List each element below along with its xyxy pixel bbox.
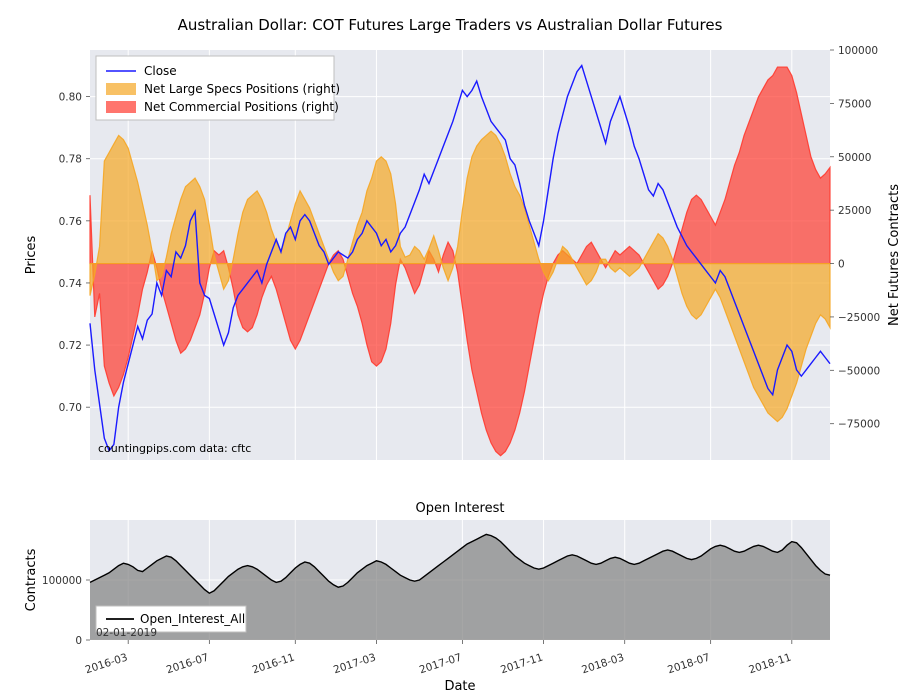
- right-ytick: −25000: [838, 312, 880, 324]
- x-tick-label: 2017-07: [418, 651, 463, 676]
- chart-title: Australian Dollar: COT Futures Large Tra…: [178, 16, 723, 34]
- x-tick-label: 2017-11: [499, 651, 544, 676]
- x-tick-label: 2017-03: [332, 651, 377, 676]
- right-y-label: Net Futures Contracts: [887, 184, 900, 326]
- attribution-text: countingpips.com data: cftc: [98, 442, 251, 455]
- x-tick-label: 2018-07: [666, 651, 711, 676]
- right-ytick: 75000: [838, 98, 871, 110]
- legend-specs: Net Large Specs Positions (right): [144, 82, 340, 96]
- left-ytick: 0.70: [59, 402, 82, 414]
- legend-close: Close: [144, 64, 177, 78]
- x-tick-label: 2016-07: [165, 651, 210, 676]
- x-tick-label: 2018-03: [580, 651, 625, 676]
- x-axis-label: Date: [444, 679, 475, 694]
- x-tick-label: 2016-11: [251, 651, 296, 676]
- data-date-label: 02-01-2019: [96, 627, 157, 639]
- left-ytick: 0.78: [59, 154, 82, 166]
- x-tick-label: 2016-03: [84, 651, 129, 676]
- right-ytick: −50000: [838, 365, 880, 377]
- right-ytick: 50000: [838, 152, 871, 164]
- figure-container: Australian Dollar: COT Futures Large Tra…: [0, 0, 900, 700]
- left-y-label: Prices: [24, 236, 39, 275]
- right-ytick: 0: [838, 259, 845, 271]
- x-tick-label: 2018-11: [747, 651, 792, 676]
- right-ytick: 100000: [838, 45, 878, 57]
- left-ytick: 0.74: [59, 278, 83, 290]
- bottom-y-label: Contracts: [24, 548, 39, 611]
- bottom-ytick: 100000: [42, 575, 82, 587]
- right-ytick: 25000: [838, 205, 871, 217]
- figure-svg: Australian Dollar: COT Futures Large Tra…: [0, 0, 900, 700]
- right-ytick: −75000: [838, 419, 880, 431]
- bottom-ytick: 0: [75, 635, 82, 647]
- left-ytick: 0.76: [59, 216, 83, 228]
- bottom-title: Open Interest: [416, 501, 505, 516]
- legend-comm: Net Commercial Positions (right): [144, 100, 339, 114]
- left-ytick: 0.80: [59, 92, 82, 104]
- left-ytick: 0.72: [59, 340, 82, 352]
- bottom-legend-label: Open_Interest_All: [140, 612, 245, 626]
